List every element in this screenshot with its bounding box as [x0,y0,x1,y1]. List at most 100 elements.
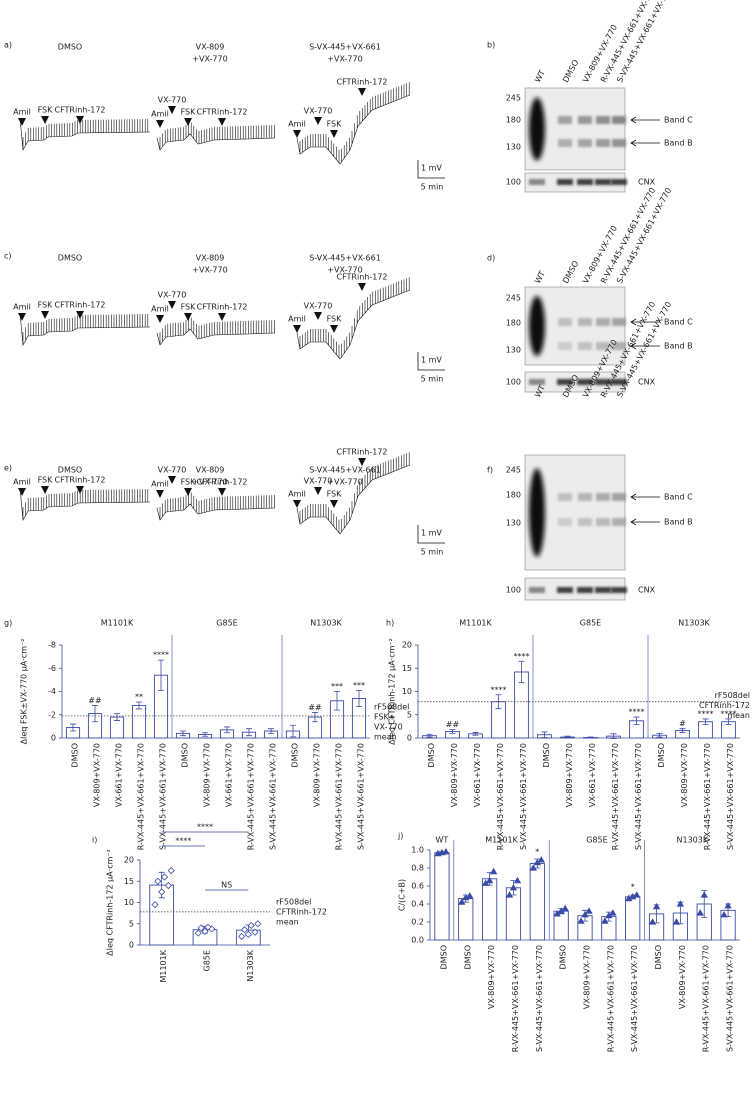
marker-label: Amil [13,478,31,487]
y-tick-label: 20 [402,641,412,650]
condition-title: +VX-770 [327,478,362,487]
reference-label: mean [727,711,750,720]
panel-label: a) [4,41,12,50]
comparison-label: NS [221,881,232,890]
comparison-label: **** [175,837,191,846]
bar [482,878,498,941]
significance-label: **** [698,709,714,718]
error-bar [356,689,362,708]
marker-arrow [76,486,84,494]
error-bar [495,694,502,710]
error-bar [70,723,76,732]
significance-label: **** [514,652,530,661]
condition-title: DMSO [58,254,82,263]
condition-title: +VX-770 [327,55,362,64]
y-axis-title: ΔIeq FSK±VX-770 µA·cm⁻² [20,639,29,745]
marker-arrow [168,106,176,114]
blot-band [558,493,572,501]
marker-arrow [358,458,366,466]
data-point [529,864,537,871]
loading-label: CNX [638,378,656,387]
reference-label: CFTRinh-172 [276,907,327,916]
scale-bar [417,525,445,544]
marker-label: CFTRinh-172 [336,78,387,87]
x-tick-label: VX-809+VX-770 [313,743,322,807]
group-label: N1303K [677,836,709,845]
error-bar [472,732,479,736]
y-tick-label: 20 [124,856,134,865]
band-label: Band B [664,342,693,351]
x-tick-label: VX-809+VX-770 [680,743,689,807]
error-bar [633,716,640,725]
x-tick-label: DMSO [291,743,300,767]
marker-arrow [218,313,226,321]
mw-label: 130 [506,143,521,152]
error-bar [702,718,709,725]
error-bar [334,691,340,711]
blot-band [558,518,572,526]
mw-label: 245 [506,94,521,103]
error-bar [656,732,663,738]
marker-label: VX-770 [158,96,187,105]
band-arrow [630,116,660,124]
mw-label: 180 [506,491,521,500]
loading-band [611,379,627,385]
marker-arrow [330,325,338,333]
condition-title: VX-809 [196,254,225,263]
blot-band [612,493,626,501]
blot-band [578,116,592,124]
band-label: Band C [664,318,693,327]
loading-band [557,179,573,185]
marker-label: Amil [151,110,169,119]
marker-label: Amil [151,480,169,489]
marker-label: Amil [13,303,31,312]
significance-label: * [631,883,635,892]
error-bar [202,732,208,737]
condition-title: VX-809 [196,43,225,52]
significance-label: ## [446,720,460,729]
marker-label: Amil [13,108,31,117]
blot-band [612,116,626,124]
marker-arrow [41,116,49,124]
condition-title: S-VX-445+VX-661 [309,466,381,475]
x-tick-label: VX-809+VX-770 [487,945,496,1009]
data-point [601,917,609,924]
group-label: N1303K [310,619,342,628]
marker-arrow [293,325,301,333]
group-label: G85E [586,836,607,845]
mw-label: 180 [506,116,521,125]
x-tick-label: DMSO [181,743,190,767]
voltage-trace [156,122,276,151]
blot-band [612,342,626,350]
condition-title: +VX-770 [192,55,227,64]
data-point [201,927,209,935]
group-label: WT [436,836,449,845]
error-bar [564,735,571,739]
blot-band [596,342,610,350]
bar [131,705,147,739]
loading-band [595,179,611,185]
lane-label: DMSO [561,58,580,84]
marker-label: CFTRinh-172 [196,478,247,487]
blot-band [558,318,572,326]
significance-label: **** [153,651,169,660]
loading-band [611,179,627,185]
marker-arrow [156,120,164,128]
y-tick-label: 0 [51,734,56,743]
reference-label: CFTRinh-172 [699,701,750,710]
mw-label: 100 [506,586,521,595]
marker-arrow [184,118,192,126]
x-tick-label: DMSO [439,945,448,969]
marker-label: CFTRinh-172 [336,273,387,282]
x-tick-label: VX-661+VX-770 [588,743,597,807]
error-bar [92,705,98,723]
panel-label: j) [397,832,403,841]
marker-arrow [314,117,322,125]
x-tick-label: VX-809+VX-770 [93,743,102,807]
y-tick-label: 15 [402,664,412,673]
voltage-trace [19,312,151,346]
marker-arrow [358,283,366,291]
x-tick-label: S-VX-445+VX-661+VX-770 [159,743,168,850]
condition-title: DMSO [58,43,82,52]
scale-label: 5 min [421,183,444,192]
